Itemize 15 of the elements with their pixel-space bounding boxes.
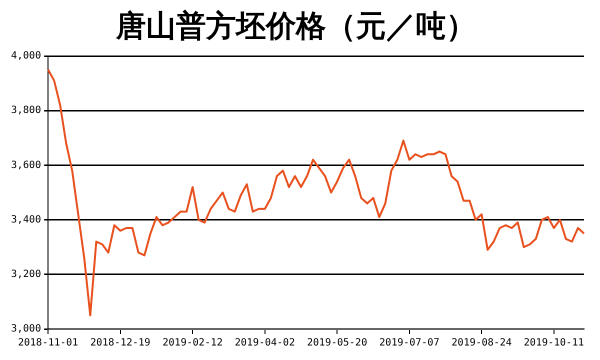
y-tick-label: 3,200 [10,268,42,280]
y-tick-label: 4,000 [10,50,42,62]
x-tick-label: 2019-04-02 [234,338,295,349]
chart-title: 唐山普方坯价格（元／吨） [115,8,476,44]
x-tick-label: 2019-08-24 [452,338,512,349]
y-tick-label: 3,400 [10,214,42,226]
y-tick-label: 3,000 [10,324,42,335]
x-tick-label: 2018-11-01 [18,338,78,349]
x-tick-label: 2019-02-12 [162,338,223,349]
x-tick-label: 2018-12-19 [90,338,150,349]
y-tick-label: 3,800 [10,105,42,116]
x-tick-label: 2019-05-20 [307,338,368,349]
x-tick-label: 2019-07-07 [379,338,440,349]
y-tick-label: 3,600 [10,160,42,171]
x-tick-label: 2019-10-11 [524,338,584,349]
